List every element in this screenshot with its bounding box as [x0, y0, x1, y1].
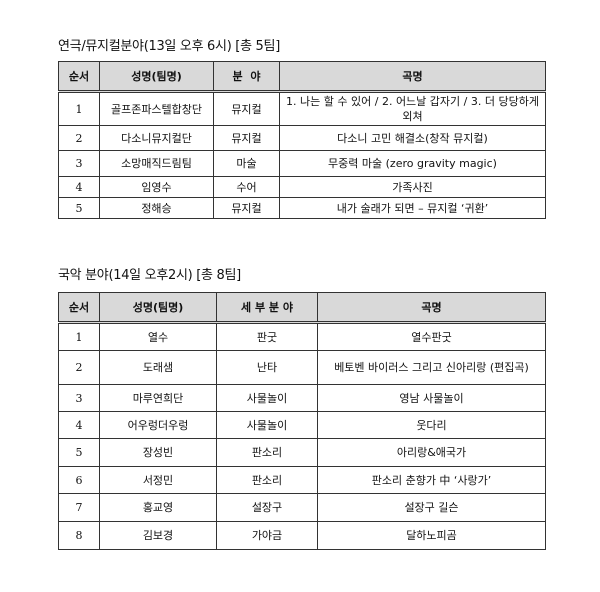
song-cell: 아리랑&애국가	[317, 438, 546, 467]
table-row: 2 도래샘 난타 베토벤 바이러스 그리고 신아리랑 (편집곡)	[58, 350, 546, 385]
order-cell: 4	[58, 176, 100, 198]
header-field: 세 부 분 야	[216, 292, 318, 324]
table-row: 2 다소니뮤지컬단 뮤지컬 다소니 고민 해결소(창작 뮤지컬)	[58, 125, 546, 151]
header-order: 순서	[58, 292, 100, 324]
table-row: 3 소망매직드림팀 마술 무중력 마술 (zero gravity magic)	[58, 150, 546, 177]
field-cell: 난타	[216, 350, 318, 385]
order-cell: 1	[58, 322, 100, 351]
table-row: 5 장성빈 판소리 아리랑&애국가	[58, 438, 546, 467]
name-cell: 홍교영	[99, 493, 217, 522]
order-cell: 6	[58, 466, 100, 494]
order-cell: 7	[58, 493, 100, 522]
field-cell: 뮤지컬	[213, 125, 280, 151]
song-cell: 1. 나는 할 수 있어 / 2. 어느날 갑자기 / 3. 더 당당하게 외쳐	[279, 91, 546, 126]
name-cell: 마루연희단	[99, 384, 217, 412]
table-row: 1 열수 판굿 열수판굿	[58, 322, 546, 351]
header-field: 분 야	[213, 61, 280, 93]
song-cell: 웃다리	[317, 411, 546, 439]
song-cell: 무중력 마술 (zero gravity magic)	[279, 150, 546, 177]
section-title-theatre: 연극/뮤지컬분야(13일 오후 6시) [총 5팀]	[58, 39, 280, 54]
order-cell: 2	[58, 350, 100, 385]
header-name: 성명(팀명)	[99, 61, 214, 93]
field-cell: 사물놀이	[216, 411, 318, 439]
field-cell: 설장구	[216, 493, 318, 522]
table-row: 1 골프존파스텔합창단 뮤지컬 1. 나는 할 수 있어 / 2. 어느날 갑자기 /…	[58, 91, 546, 126]
field-cell: 판소리	[216, 438, 318, 467]
field-cell: 수어	[213, 176, 280, 198]
name-cell: 김보경	[99, 521, 217, 550]
song-cell: 설장구 길슨	[317, 493, 546, 522]
field-cell: 판소리	[216, 466, 318, 494]
name-cell: 어우렁더우렁	[99, 411, 217, 439]
name-cell: 다소니뮤지컬단	[99, 125, 214, 151]
order-cell: 2	[58, 125, 100, 151]
header-name: 성명(팀명)	[99, 292, 217, 324]
table-row: 3 마루연희단 사물놀이 영남 사물놀이	[58, 384, 546, 412]
table-row: 4 임영수 수어 가족사진	[58, 176, 546, 198]
song-cell: 영남 사물놀이	[317, 384, 546, 412]
order-cell: 8	[58, 521, 100, 550]
field-cell: 마술	[213, 150, 280, 177]
order-cell: 5	[58, 438, 100, 467]
field-cell: 뮤지컬	[213, 91, 280, 126]
header-order: 순서	[58, 61, 100, 93]
name-cell: 장성빈	[99, 438, 217, 467]
field-cell: 판굿	[216, 322, 318, 351]
song-cell: 베토벤 바이러스 그리고 신아리랑 (편집곡)	[317, 350, 546, 385]
name-cell: 정해승	[99, 197, 214, 219]
name-cell: 도래샘	[99, 350, 217, 385]
table-row: 7 홍교영 설장구 설장구 길슨	[58, 493, 546, 522]
order-cell: 4	[58, 411, 100, 439]
song-cell: 내가 술래가 되면 – 뮤지컬 ‘귀환’	[279, 197, 546, 219]
table-row: 8 김보경 가야금 달하노피곰	[58, 521, 546, 550]
section-title-gugak: 국악 분야(14일 오후2시) [총 8팀]	[58, 268, 241, 283]
name-cell: 임영수	[99, 176, 214, 198]
order-cell: 5	[58, 197, 100, 219]
song-cell: 다소니 고민 해결소(창작 뮤지컬)	[279, 125, 546, 151]
header-song: 곡명	[317, 292, 546, 324]
name-cell: 소망매직드림팀	[99, 150, 214, 177]
table-row: 5 정해승 뮤지컬 내가 술래가 되면 – 뮤지컬 ‘귀환’	[58, 197, 546, 219]
name-cell: 골프존파스텔합창단	[99, 91, 214, 126]
field-cell: 가야금	[216, 521, 318, 550]
table-row: 4 어우렁더우렁 사물놀이 웃다리	[58, 411, 546, 439]
song-cell: 가족사진	[279, 176, 546, 198]
field-cell: 뮤지컬	[213, 197, 280, 219]
gugak-table: 순서 성명(팀명) 세 부 분 야 곡명 1 열수 판굿 열수판굿 2 도래샘 난타 베토벤 …	[58, 292, 546, 550]
theatre-table: 순서 성명(팀명) 분 야 곡명 1 골프존파스텔합창단 뮤지컬 1. 나는 할 수 …	[58, 61, 546, 219]
song-cell: 판소리 춘향가 中 ‘사랑가’	[317, 466, 546, 494]
name-cell: 서정민	[99, 466, 217, 494]
song-cell: 달하노피곰	[317, 521, 546, 550]
song-cell: 열수판굿	[317, 322, 546, 351]
table-row: 6 서정민 판소리 판소리 춘향가 中 ‘사랑가’	[58, 466, 546, 494]
order-cell: 3	[58, 150, 100, 177]
field-cell: 사물놀이	[216, 384, 318, 412]
order-cell: 3	[58, 384, 100, 412]
header-song: 곡명	[279, 61, 546, 93]
name-cell: 열수	[99, 322, 217, 351]
order-cell: 1	[58, 91, 100, 126]
